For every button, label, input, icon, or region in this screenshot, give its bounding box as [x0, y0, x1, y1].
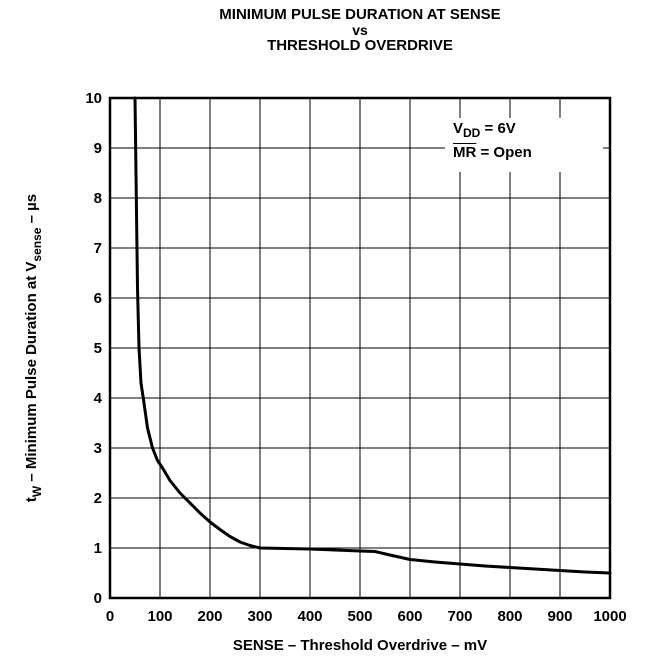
chart-subtitle: THRESHOLD OVERDRIVE [267, 37, 453, 54]
y-axis-label-t: t [23, 497, 40, 502]
x-tick-label: 0 [106, 608, 114, 625]
y-tick-label: 2 [94, 490, 102, 507]
x-tick-label: 600 [397, 608, 422, 625]
grid [109, 97, 611, 599]
x-tick-label: 300 [247, 608, 272, 625]
plot-frame [108, 96, 612, 600]
y-tick-label: 9 [94, 140, 102, 157]
y-tick-label: 7 [94, 240, 102, 257]
x-axis-label: SENSE – Threshold Overdrive – mV [233, 637, 487, 654]
y-tick-label: 10 [85, 90, 102, 107]
y-tick-label: 1 [94, 540, 102, 557]
y-axis-label: tW – Minimum Pulse Duration at Vsense – … [23, 194, 44, 502]
chart-title: MINIMUM PULSE DURATION AT SENSE [219, 6, 501, 23]
annotation-box: VDD = 6V MR = Open [445, 118, 603, 172]
x-tick-label: 100 [147, 608, 172, 625]
x-tick-label: 800 [497, 608, 522, 625]
x-tick-label: 900 [547, 608, 572, 625]
y-tick-label: 4 [94, 390, 103, 407]
tick-labels: 0 100 200 300 400 500 600 700 800 900 1000 0 1 2 3 4 5 6 7… [85, 90, 626, 625]
x-tick-label: 200 [197, 608, 222, 625]
x-tick-label: 400 [297, 608, 322, 625]
x-tick-label: 1000 [593, 608, 626, 625]
y-tick-label: 6 [94, 290, 102, 307]
y-axis-label-v-sub: sense [30, 227, 44, 261]
annotation-mr: MR = Open [453, 144, 532, 161]
x-tick-label: 500 [347, 608, 372, 625]
y-tick-label: 5 [94, 340, 102, 357]
y-tick-label: 8 [94, 190, 102, 207]
y-axis-label-unit: – µs [23, 194, 40, 228]
x-tick-label: 700 [447, 608, 472, 625]
y-tick-label: 0 [94, 590, 102, 607]
y-tick-label: 3 [94, 440, 102, 457]
series-line [133, 96, 612, 575]
y-axis-label-text: – Minimum Pulse Duration at V [23, 262, 40, 486]
annotation-vdd: VDD = 6V [453, 120, 516, 140]
chart-title-vs: vs [352, 22, 368, 38]
y-axis-label-t-sub: W [30, 485, 44, 497]
